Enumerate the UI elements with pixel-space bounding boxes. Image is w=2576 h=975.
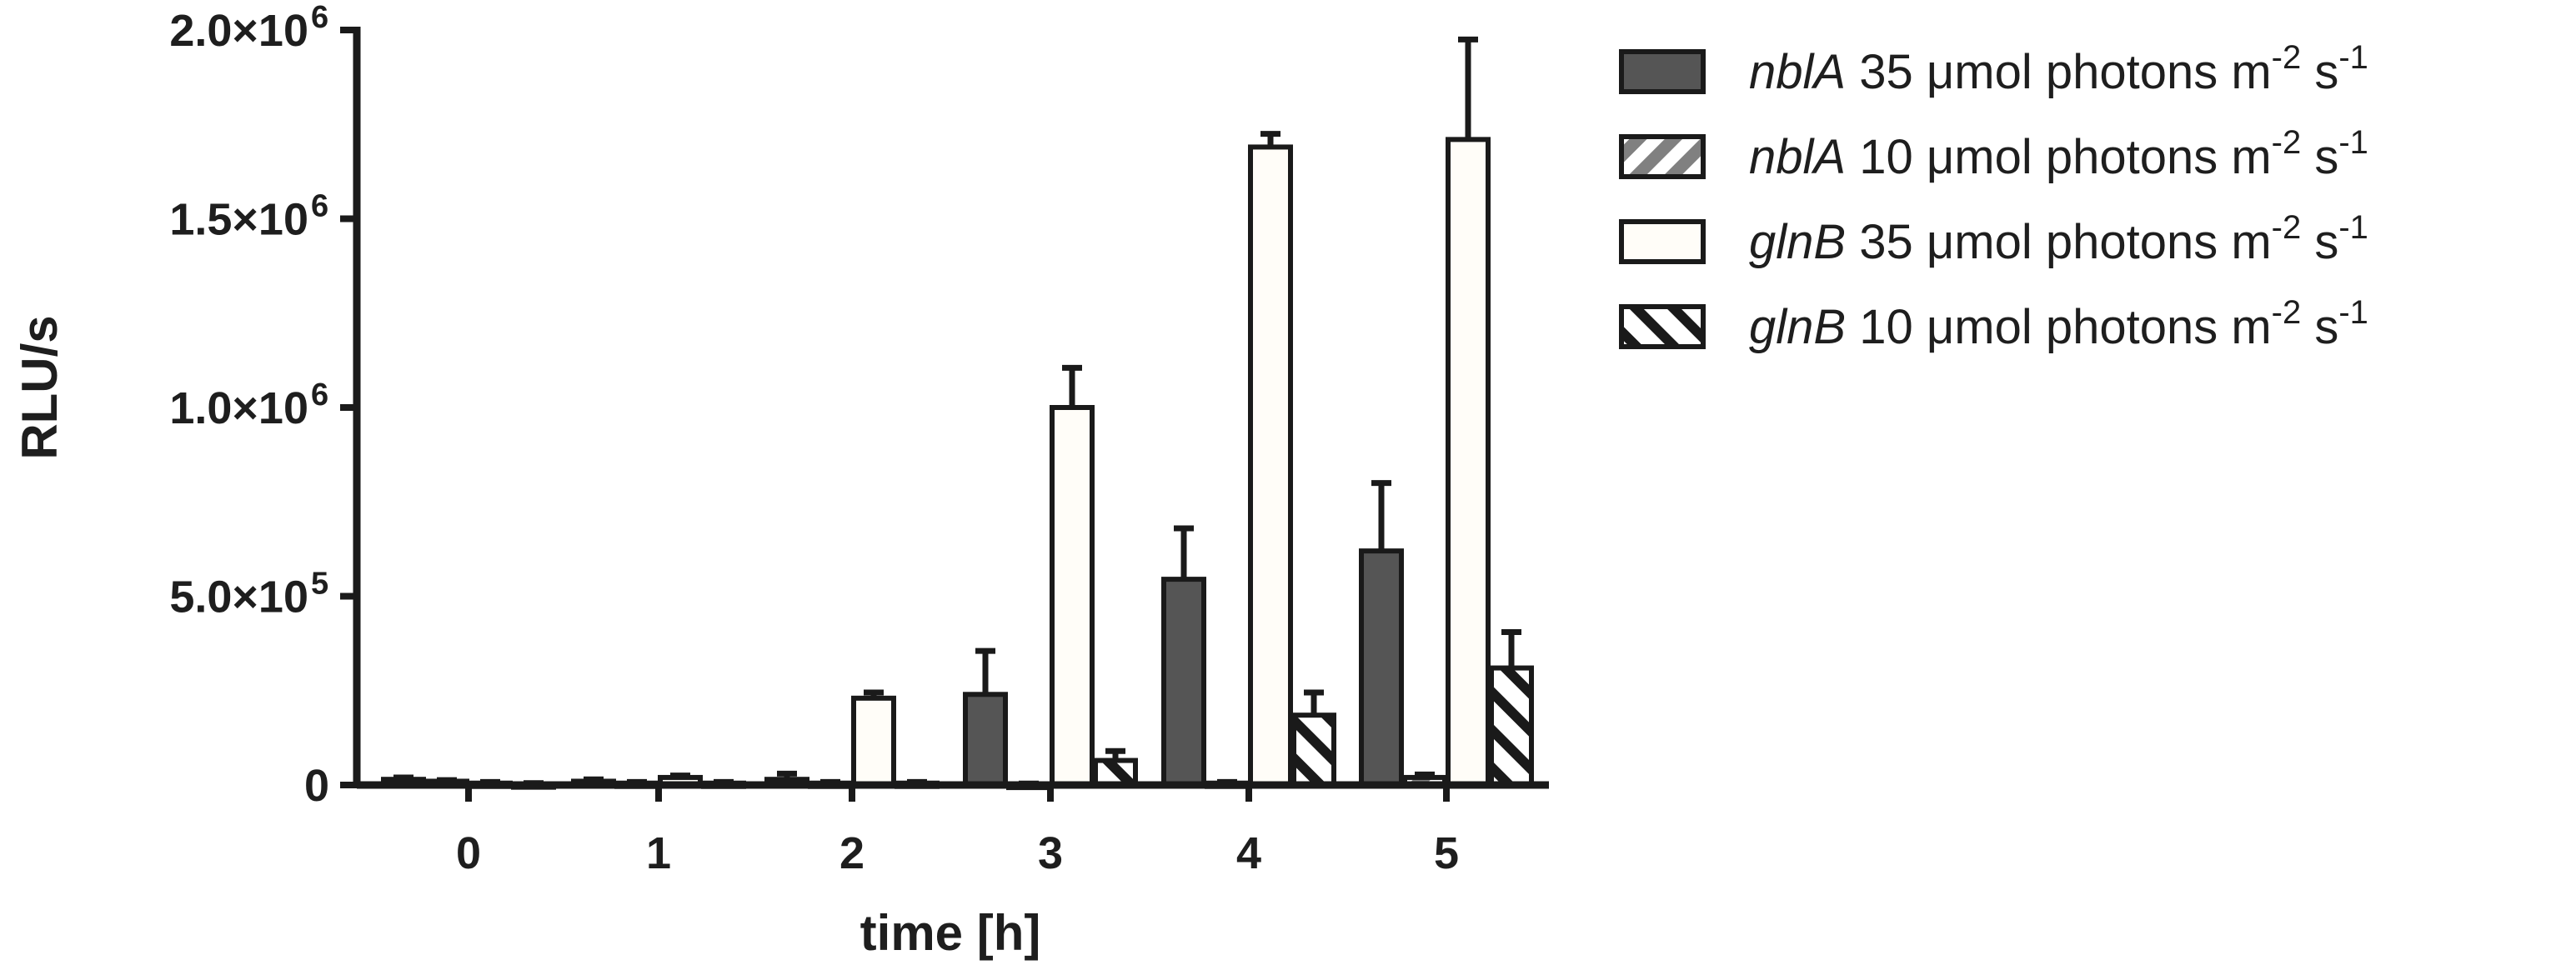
y-tick-label: 0 [304,761,329,811]
y-tick-label-exponent: 5 [311,567,328,602]
bar [851,695,896,788]
y-tick-label-exponent: 6 [311,0,328,35]
legend-label: glnB 10 μmol photons m-2 s-1 [1749,294,2368,354]
y-tick-label: 1.0×10 [169,383,308,433]
y-tick-label: 1.5×10 [169,195,308,245]
legend: nblA 35 μmol photons m-2 s-1 nblA 10 μmol… [1619,39,2368,354]
y-axis-title: RLU/s [12,315,68,459]
bar [1050,405,1095,788]
bar [1161,577,1206,788]
legend-swatch [1619,219,1706,264]
legend-swatch [1619,49,1706,94]
y-tick-label-exponent: 6 [311,189,328,224]
y-tick-label: 2.0×10 [169,6,308,56]
bar [1489,665,1534,788]
bar [1359,548,1404,788]
x-tick-label: 3 [1038,828,1063,878]
legend-label: nblA 10 μmol photons m-2 s-1 [1749,124,2368,184]
y-tick-label-exponent: 6 [311,378,328,412]
x-tick-label: 1 [646,828,671,878]
plot-area: 05.0×10 51.0×10 61.5×10 62.0×10 60 1 2 3 4 5 [169,0,1549,878]
x-tick-label: 0 [456,828,481,878]
bar [1291,712,1336,788]
x-tick-label: 5 [1434,828,1459,878]
x-axis-title: time [h] [860,905,1041,961]
bar [963,692,1008,788]
x-tick-label: 4 [1236,828,1261,878]
legend-swatch [1619,304,1706,349]
x-tick-label: 2 [839,828,865,878]
legend-swatch [1619,134,1706,179]
bar [1446,137,1491,788]
bar [1248,144,1293,788]
legend-label: glnB 35 μmol photons m-2 s-1 [1749,209,2368,269]
legend-label: nblA 35 μmol photons m-2 s-1 [1749,39,2368,99]
y-tick-label: 5.0×10 [169,572,308,622]
